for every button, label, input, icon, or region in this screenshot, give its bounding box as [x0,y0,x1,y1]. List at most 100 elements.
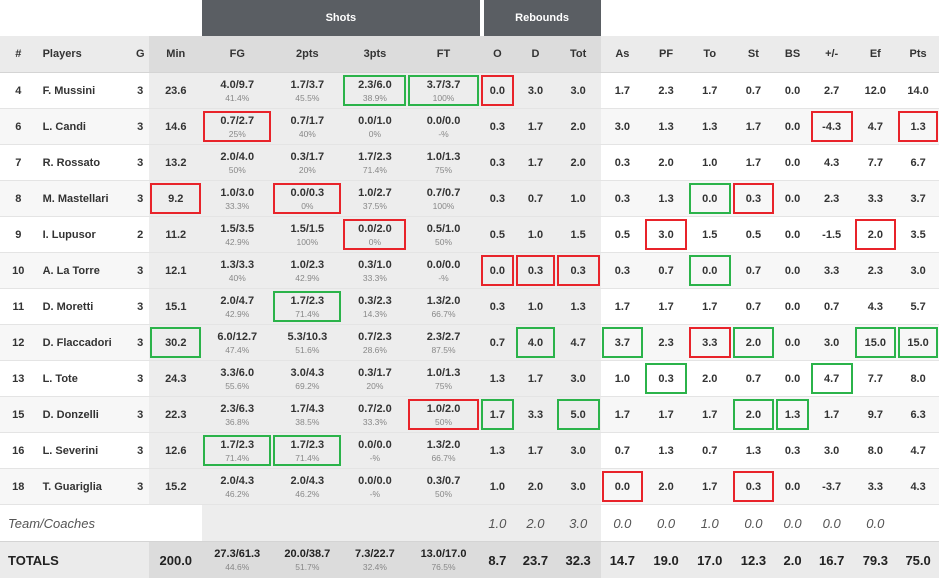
cell-percentage: 71.4% [225,452,250,463]
player-row[interactable]: 15 D. Donzelli 3 22.3 2.3/6.3 36.8% 1.7/4.3 38.… [0,397,939,433]
column-header-defensive-rebounds[interactable]: D [515,36,556,73]
cell-value: 0.7 [614,444,630,457]
cell-value: 0.7 [489,336,505,349]
total-minutes: 200.0 [149,542,203,578]
cell-blocks: 0.0 [775,145,810,181]
player-row[interactable]: 18 T. Guariglia 3 15.2 2.0/4.3 46.2% 2.0/4.3 46… [0,469,939,505]
cell-personal-fouls: 1.3 [644,109,688,145]
cell-value: 3 [137,480,144,493]
column-header-games[interactable]: G [131,36,150,73]
player-row[interactable]: 9 I. Lupusor 2 11.2 1.5/3.5 42.9% 1.5/1.5 100% 0… [0,217,939,253]
cell-defensive-rebounds: 1.0 [515,217,556,253]
team-coaches-row: Team/Coaches 1.0 2.0 3.0 0.0 0.0 1.0 0.0 0.0 0.0 0… [0,505,939,542]
column-header-field-goals[interactable]: FG [202,36,273,73]
cell-blocks: 0.0 [775,325,810,361]
cell-value: 6.3 [910,408,926,421]
cell-player[interactable]: F. Mussini [36,73,132,109]
cell-player[interactable]: T. Guariglia [36,469,132,505]
cell-value: 0.3 [527,264,544,277]
cell-efficiency: 4.7 [853,109,898,145]
cell-value: 2.0 [745,336,762,349]
cell-value: 0.0/1.0 [358,114,392,127]
cell-player[interactable]: L. Severini [36,433,132,469]
cell-player[interactable]: R. Rossato [36,145,132,181]
cell-value: 18 [12,480,25,493]
cell-assists: 0.7 [600,433,645,469]
cell-value: 1.7 [614,84,630,97]
cell-value: 0.7 [702,444,718,457]
column-header-plus-minus[interactable]: +/- [809,36,854,73]
cell-value: 1.7/2.3 [290,438,325,451]
cell-percentage: 66.7% [431,308,456,319]
cell-percentage: 0% [368,128,382,139]
cell-percentage: 51.6% [295,344,320,355]
column-header-three-pointers[interactable]: 3pts [342,36,408,73]
player-row[interactable]: 6 L. Candi 3 14.6 0.7/2.7 25% 0.7/1.7 40% 0.0/1.… [0,109,939,145]
cell-percentage: -% [369,488,381,499]
cell-value: 1.0 [527,300,544,313]
player-row[interactable]: 16 L. Severini 3 12.6 1.7/2.3 71.4% 1.7/2.3 71.… [0,433,939,469]
player-row[interactable]: 7 R. Rossato 3 13.2 2.0/4.0 50% 0.3/1.7 20% 1.7/… [0,145,939,181]
cell-percentage: 37.5% [362,200,387,211]
cell-points: 14.0 [897,73,939,109]
column-header-blocks[interactable]: BS [775,36,810,73]
player-row[interactable]: 8 M. Mastellari 3 9.2 1.0/3.0 33.3% 0.0/0.3 0% 1… [0,181,939,217]
cell-value: 2.0/4.7 [220,294,255,307]
cell-player[interactable]: L. Candi [36,109,132,145]
player-row[interactable]: 10 A. La Torre 3 12.1 1.3/3.3 40% 1.0/2.3 42.9%… [0,253,939,289]
player-row[interactable]: 12 D. Flaccadori 3 30.2 6.0/12.7 47.4% 5.3/10.… [0,325,939,361]
cell-two-pointers: 1.5/1.5 100% [272,217,343,253]
cell-value: 1.0 [570,192,586,205]
cell-minutes: 23.6 [149,73,203,109]
column-header-turnovers[interactable]: To [687,36,732,73]
cell-offensive-rebounds: 1.0 [479,469,516,505]
column-header-points[interactable]: Pts [897,36,939,73]
column-header-two-pointers[interactable]: 2pts [272,36,343,73]
player-row[interactable]: 13 L. Tote 3 24.3 3.3/6.0 55.6% 3.0/4.3 69.2% 0.… [0,361,939,397]
cell-field-goals: 3.3/6.0 55.6% [202,361,273,397]
column-header-efficiency[interactable]: Ef [853,36,898,73]
column-header-steals[interactable]: St [731,36,776,73]
cell-player[interactable]: D. Flaccadori [36,325,132,361]
cell-player[interactable]: A. La Torre [36,253,132,289]
cell-value: 0.3/1.0 [358,258,392,271]
player-row[interactable]: 4 F. Mussini 3 23.6 4.0/9.7 41.4% 1.7/3.7 45.5%… [0,73,939,109]
column-header-total-rebounds[interactable]: Tot [555,36,601,73]
cell-value: 1.7 [702,84,718,97]
column-header-free-throws[interactable]: FT [407,36,480,73]
cell-assists: 1.0 [600,361,645,397]
cell-player[interactable]: L. Tote [36,361,132,397]
cell-blocks: 1.3 [775,397,810,433]
cell-games: 3 [131,73,150,109]
column-header-player[interactable]: Players [36,36,132,73]
column-header-number[interactable]: # [0,36,37,73]
total-turnovers: 17.0 [687,542,732,578]
cell-value: D. Flaccadori [42,336,112,349]
cell-player[interactable]: I. Lupusor [36,217,132,253]
cell-value: 2.0/4.3 [220,474,255,487]
cell-player[interactable]: M. Mastellari [36,181,132,217]
cell-percentage: 46.2% [295,488,320,499]
cell-efficiency: 7.7 [853,361,898,397]
cell-steals: 1.3 [731,433,776,469]
cell-field-goals: 1.7/2.3 71.4% [202,433,273,469]
cell-value: 0.7/2.0 [358,402,392,415]
cell-plus-minus: 0.0 [809,505,854,542]
cell-value: 4.3 [824,156,840,169]
cell-personal-fouls: 0.0 [644,505,688,542]
column-header-assists[interactable]: As [600,36,645,73]
cell-player[interactable]: D. Moretti [36,289,132,325]
player-row[interactable]: 11 D. Moretti 3 15.1 2.0/4.7 42.9% 1.7/2.3 71.4… [0,289,939,325]
cell-value: 2.3 [658,84,674,97]
cell-value: 0.3 [745,192,762,205]
cell-total-rebounds: 3.0 [555,469,601,505]
cell-value: 1.7 [824,408,840,421]
cell-player[interactable]: D. Donzelli [36,397,132,433]
cell-value: 0.0 [784,120,801,133]
column-header-offensive-rebounds[interactable]: O [479,36,516,73]
column-header-personal-fouls[interactable]: PF [644,36,688,73]
column-header-minutes[interactable]: Min [149,36,203,73]
cell-number: 11 [0,289,37,325]
cell-points: 15.0 [897,325,939,361]
